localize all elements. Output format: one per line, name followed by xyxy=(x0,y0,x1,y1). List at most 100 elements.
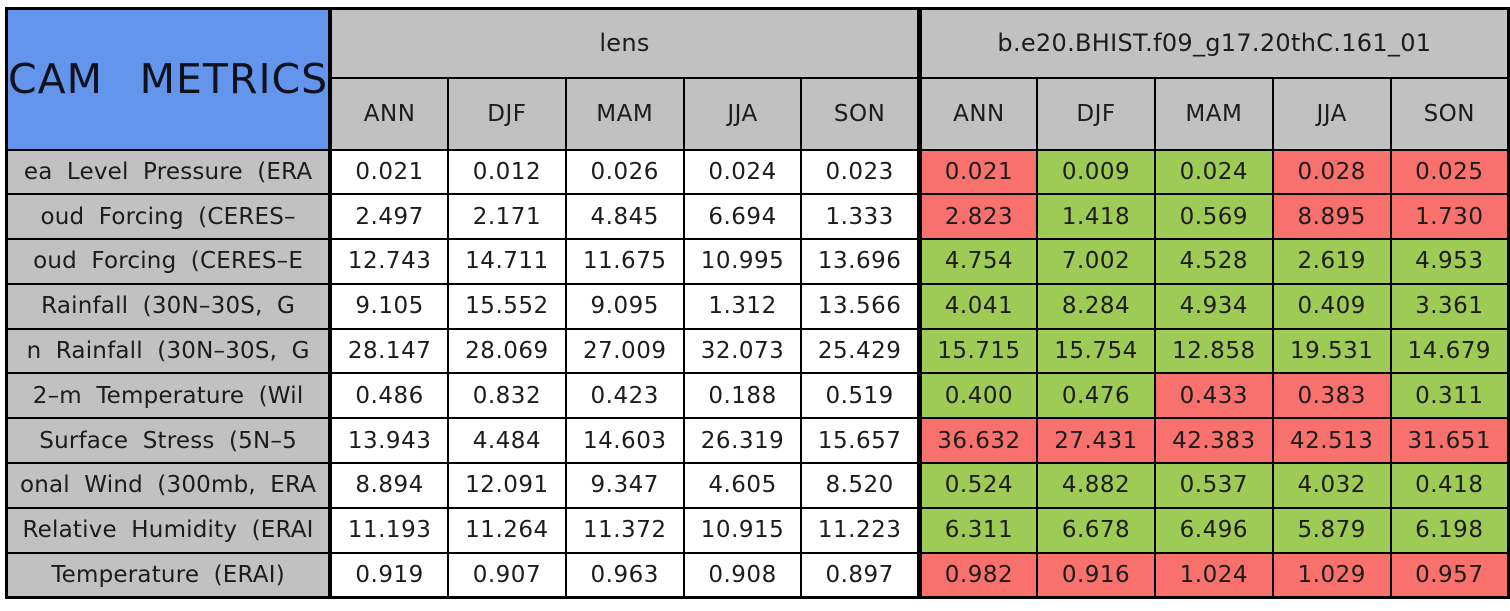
table-row: Temperature (ERAI) 0.919 0.907 0.963 0.908 0.… xyxy=(5,551,1510,599)
model-value-cell: 42.513 xyxy=(1271,417,1392,465)
row-label: Surface Stress (5N–5 xyxy=(5,417,333,465)
lens-value-cell: 15.552 xyxy=(447,282,567,330)
row-label: n Rainfall (30N–30S, G xyxy=(5,327,333,375)
season-header-lens-son: SON xyxy=(800,76,921,151)
lens-value-cell: 13.943 xyxy=(329,417,450,465)
lens-value-cell: 28.147 xyxy=(329,327,450,375)
model-value-cell: 42.383 xyxy=(1153,417,1274,465)
model-value-cell: 31.651 xyxy=(1389,417,1510,465)
table-title: CAM METRICS xyxy=(5,7,333,151)
season-header-model-mam: MAM xyxy=(1153,76,1274,151)
model-value-cell: 4.953 xyxy=(1389,238,1510,285)
table-row: oud Forcing (CERES–E 12.743 14.711 11.675 10… xyxy=(5,238,1510,285)
column-group-lens: lens xyxy=(329,7,921,79)
model-value-cell: 14.679 xyxy=(1389,327,1510,375)
model-value-cell: 15.715 xyxy=(916,327,1039,375)
lens-value-cell: 11.264 xyxy=(447,506,567,554)
model-value-cell: 0.400 xyxy=(916,372,1039,420)
table-row: Rainfall (30N–30S, G 9.105 15.552 9.095 1.31… xyxy=(5,282,1510,330)
model-value-cell: 0.916 xyxy=(1036,551,1156,599)
model-value-cell: 8.284 xyxy=(1036,282,1156,330)
lens-value-cell: 12.091 xyxy=(447,462,567,509)
model-value-cell: 1.029 xyxy=(1271,551,1392,599)
model-value-cell: 1.418 xyxy=(1036,193,1156,241)
model-value-cell: 0.021 xyxy=(916,148,1039,196)
model-value-cell: 0.024 xyxy=(1153,148,1274,196)
lens-value-cell: 10.995 xyxy=(682,238,803,285)
lens-value-cell: 27.009 xyxy=(564,327,685,375)
lens-value-cell: 11.223 xyxy=(800,506,921,554)
group-header-row: CAM METRICS lens b.e20.BHIST.f09_g17.20t… xyxy=(5,7,1510,151)
lens-value-cell: 11.675 xyxy=(564,238,685,285)
table-row: n Rainfall (30N–30S, G 28.147 28.069 27.009… xyxy=(5,327,1510,375)
season-header-model-jja: JJA xyxy=(1271,76,1392,151)
model-value-cell: 0.009 xyxy=(1036,148,1156,196)
lens-value-cell: 13.696 xyxy=(800,238,921,285)
lens-value-cell: 2.171 xyxy=(447,193,567,241)
table-row: Surface Stress (5N–5 13.943 4.484 14.603 26.… xyxy=(5,417,1510,465)
lens-value-cell: 28.069 xyxy=(447,327,567,375)
model-value-cell: 8.895 xyxy=(1271,193,1392,241)
lens-value-cell: 0.897 xyxy=(800,551,921,599)
lens-value-cell: 0.486 xyxy=(329,372,450,420)
model-value-cell: 0.418 xyxy=(1389,462,1510,509)
lens-value-cell: 0.026 xyxy=(564,148,685,196)
table-row: Relative Humidity (ERAI 11.193 11.264 11.37… xyxy=(5,506,1510,554)
model-value-cell: 0.537 xyxy=(1153,462,1274,509)
season-header-model-ann: ANN xyxy=(916,76,1039,151)
model-value-cell: 6.311 xyxy=(916,506,1039,554)
model-value-cell: 0.028 xyxy=(1271,148,1392,196)
table-row: ea Level Pressure (ERA 0.021 0.012 0.026 0.0… xyxy=(5,148,1510,196)
model-value-cell: 5.879 xyxy=(1271,506,1392,554)
lens-value-cell: 13.566 xyxy=(800,282,921,330)
model-value-cell: 0.383 xyxy=(1271,372,1392,420)
column-group-model-run: b.e20.BHIST.f09_g17.20thC.161_01 xyxy=(916,7,1510,79)
season-header-lens-mam: MAM xyxy=(564,76,685,151)
lens-value-cell: 4.845 xyxy=(564,193,685,241)
lens-value-cell: 0.188 xyxy=(682,372,803,420)
metrics-tbody: ea Level Pressure (ERA 0.021 0.012 0.026 0.0… xyxy=(5,148,1510,599)
model-value-cell: 0.957 xyxy=(1389,551,1510,599)
model-value-cell: 3.361 xyxy=(1389,282,1510,330)
lens-value-cell: 1.333 xyxy=(800,193,921,241)
cam-metrics-table-wrap: CAM METRICS lens b.e20.BHIST.f09_g17.20t… xyxy=(5,7,1510,599)
model-value-cell: 2.619 xyxy=(1271,238,1392,285)
model-value-cell: 19.531 xyxy=(1271,327,1392,375)
lens-value-cell: 0.024 xyxy=(682,148,803,196)
season-header-lens-ann: ANN xyxy=(329,76,450,151)
lens-value-cell: 9.105 xyxy=(329,282,450,330)
model-value-cell: 27.431 xyxy=(1036,417,1156,465)
model-value-cell: 1.024 xyxy=(1153,551,1274,599)
season-header-lens-djf: DJF xyxy=(447,76,567,151)
lens-value-cell: 25.429 xyxy=(800,327,921,375)
lens-value-cell: 0.423 xyxy=(564,372,685,420)
table-row: oud Forcing (CERES– 2.497 2.171 4.845 6.694 1… xyxy=(5,193,1510,241)
model-value-cell: 0.524 xyxy=(916,462,1039,509)
row-label: Rainfall (30N–30S, G xyxy=(5,282,333,330)
lens-value-cell: 0.519 xyxy=(800,372,921,420)
model-value-cell: 0.409 xyxy=(1271,282,1392,330)
lens-value-cell: 26.319 xyxy=(682,417,803,465)
row-label: 2–m Temperature (Wil xyxy=(5,372,333,420)
lens-value-cell: 6.694 xyxy=(682,193,803,241)
model-value-cell: 0.025 xyxy=(1389,148,1510,196)
season-header-lens-jja: JJA xyxy=(682,76,803,151)
model-value-cell: 1.730 xyxy=(1389,193,1510,241)
lens-value-cell: 0.832 xyxy=(447,372,567,420)
lens-value-cell: 14.711 xyxy=(447,238,567,285)
lens-value-cell: 2.497 xyxy=(329,193,450,241)
model-value-cell: 0.476 xyxy=(1036,372,1156,420)
lens-value-cell: 0.023 xyxy=(800,148,921,196)
lens-value-cell: 0.907 xyxy=(447,551,567,599)
model-value-cell: 0.311 xyxy=(1389,372,1510,420)
row-label: Temperature (ERAI) xyxy=(5,551,333,599)
model-value-cell: 36.632 xyxy=(916,417,1039,465)
model-value-cell: 0.982 xyxy=(916,551,1039,599)
model-value-cell: 4.528 xyxy=(1153,238,1274,285)
season-header-model-son: SON xyxy=(1389,76,1510,151)
model-value-cell: 4.754 xyxy=(916,238,1039,285)
lens-value-cell: 4.484 xyxy=(447,417,567,465)
lens-value-cell: 0.919 xyxy=(329,551,450,599)
lens-value-cell: 14.603 xyxy=(564,417,685,465)
model-value-cell: 0.433 xyxy=(1153,372,1274,420)
